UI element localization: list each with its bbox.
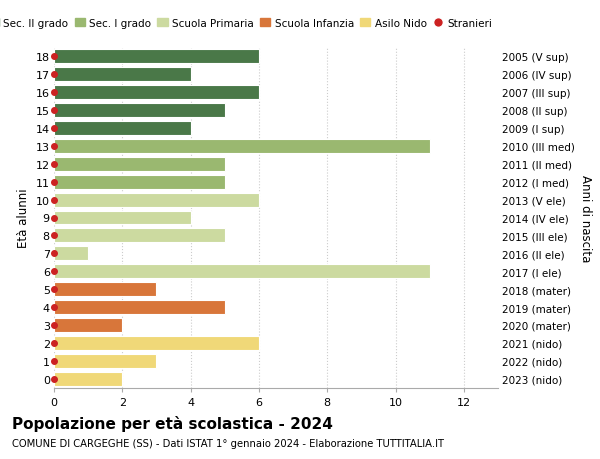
Bar [54, 229, 225, 243]
Text: COMUNE DI CARGEGHE (SS) - Dati ISTAT 1° gennaio 2024 - Elaborazione TUTTITALIA.I: COMUNE DI CARGEGHE (SS) - Dati ISTAT 1° … [12, 438, 444, 448]
Y-axis label: Età alunni: Età alunni [17, 188, 30, 248]
Bar [54, 372, 122, 386]
Bar [54, 283, 157, 297]
Bar [54, 336, 259, 350]
Bar [54, 354, 157, 368]
Bar [54, 211, 191, 225]
Bar [54, 104, 225, 118]
Bar [54, 265, 430, 279]
Legend: Sec. II grado, Sec. I grado, Scuola Primaria, Scuola Infanzia, Asilo Nido, Stran: Sec. II grado, Sec. I grado, Scuola Prim… [0, 14, 496, 33]
Bar [54, 86, 259, 100]
Bar [54, 50, 259, 64]
Bar [54, 318, 122, 332]
Bar [54, 301, 225, 314]
Bar [54, 247, 88, 261]
Y-axis label: Anni di nascita: Anni di nascita [579, 174, 592, 262]
Bar [54, 193, 259, 207]
Bar [54, 140, 430, 153]
Bar [54, 122, 191, 135]
Bar [54, 157, 225, 171]
Bar [54, 68, 191, 82]
Bar [54, 175, 225, 189]
Text: Popolazione per età scolastica - 2024: Popolazione per età scolastica - 2024 [12, 415, 333, 431]
